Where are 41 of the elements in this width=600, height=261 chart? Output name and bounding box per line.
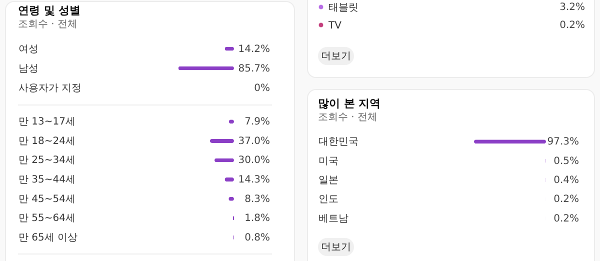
data-label: 97.3% — [547, 136, 579, 148]
data-label: 0.5% — [554, 155, 579, 166]
y-tick-label: 만 35~44세 — [18, 174, 76, 186]
category-label: 태블릿 — [328, 2, 358, 14]
data-label: 14.3% — [238, 174, 270, 186]
data-label: 30.0% — [238, 155, 270, 166]
data-label: 14.2% — [238, 43, 270, 54]
data-label: 0.2% — [560, 20, 585, 31]
text: 조회수 · 전체 — [18, 18, 78, 30]
data-label: 7.9% — [244, 116, 270, 128]
more-button: 더보기 — [318, 47, 354, 65]
data-label: 3.2% — [560, 2, 585, 13]
y-tick-label: 만 55~64세 — [18, 213, 76, 224]
data-label: 0% — [254, 82, 270, 94]
y-tick-label: 만 25~34세 — [18, 155, 76, 166]
data-label: 85.7% — [238, 62, 270, 74]
more-button: 더보기 — [318, 238, 354, 256]
y-tick-label: 남성 — [18, 62, 38, 74]
y-tick-label: 만 13~17세 — [18, 116, 76, 128]
category-label: TV — [328, 20, 342, 32]
y-tick-label: 대한민국 — [318, 136, 358, 148]
y-tick-label: 일본 — [318, 174, 338, 186]
text: 연령 및 성별 — [18, 4, 81, 16]
y-tick-label: 만 18~24세 — [18, 136, 76, 147]
data-label: 0.2% — [554, 194, 579, 205]
data-label: 8.3% — [244, 194, 270, 205]
text: 많이 본 지역 — [318, 96, 381, 110]
y-tick-label: 인도 — [318, 194, 338, 205]
y-tick-label: 만 45~54세 — [18, 194, 76, 205]
y-tick-label: 만 65세 이상 — [18, 232, 78, 244]
y-tick-label: 사용자가 지정 — [18, 82, 82, 94]
bar — [210, 138, 234, 143]
y-tick-label: 여성 — [18, 43, 38, 54]
data-label: 0.2% — [554, 212, 579, 224]
data-label: 0.8% — [244, 232, 270, 244]
data-label: 1.8% — [244, 213, 270, 224]
y-tick-label: 미국 — [318, 155, 338, 166]
data-label: 0.4% — [554, 174, 579, 186]
y-tick-label: 베트남 — [318, 212, 348, 224]
data-label: 37.0% — [238, 136, 270, 147]
text: 조회수 · 전체 — [318, 112, 378, 122]
